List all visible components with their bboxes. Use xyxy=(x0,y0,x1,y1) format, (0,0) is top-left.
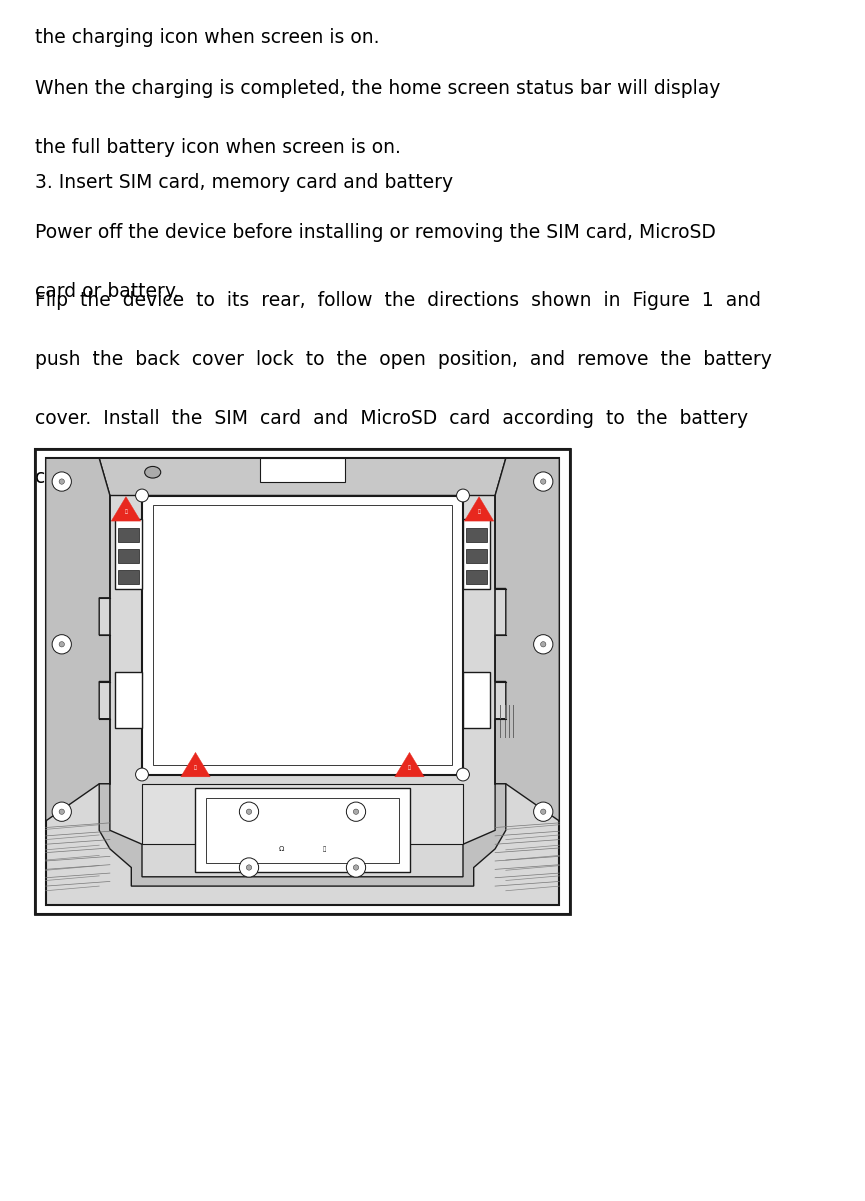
Circle shape xyxy=(59,641,64,647)
Circle shape xyxy=(52,802,72,821)
Bar xyxy=(153,504,452,765)
Circle shape xyxy=(457,769,470,781)
Circle shape xyxy=(346,802,366,821)
Text: cover.  Install  the  SIM  card  and  MicroSD  card  according  to  the  battery: cover. Install the SIM card and MicroSD … xyxy=(35,408,748,428)
Polygon shape xyxy=(463,673,490,728)
Text: card or battery.: card or battery. xyxy=(35,282,179,301)
Polygon shape xyxy=(46,459,110,821)
Polygon shape xyxy=(46,459,560,904)
Polygon shape xyxy=(181,752,210,777)
Circle shape xyxy=(353,809,359,814)
Polygon shape xyxy=(465,497,494,521)
Bar xyxy=(206,797,399,862)
Polygon shape xyxy=(115,673,142,728)
Text: ⭍: ⭍ xyxy=(323,846,325,852)
Text: 🔒: 🔒 xyxy=(194,765,197,770)
Polygon shape xyxy=(495,459,560,821)
Circle shape xyxy=(59,809,64,814)
Text: Power off the device before installing or removing the SIM card, MicroSD: Power off the device before installing o… xyxy=(35,223,716,241)
Bar xyxy=(195,788,409,872)
Circle shape xyxy=(52,634,72,653)
Text: 🔒: 🔒 xyxy=(408,765,411,770)
Polygon shape xyxy=(463,519,490,588)
Bar xyxy=(260,459,345,482)
Circle shape xyxy=(240,858,259,877)
Polygon shape xyxy=(99,784,506,886)
Circle shape xyxy=(541,479,546,484)
Circle shape xyxy=(247,809,252,814)
Polygon shape xyxy=(99,459,506,496)
Circle shape xyxy=(534,802,553,821)
Bar xyxy=(465,570,487,584)
Text: the full battery icon when screen is on.: the full battery icon when screen is on. xyxy=(35,138,400,157)
Bar xyxy=(118,528,139,542)
Bar xyxy=(142,496,463,775)
Circle shape xyxy=(247,865,252,871)
Circle shape xyxy=(534,472,553,491)
Text: 🔒: 🔒 xyxy=(477,509,480,514)
Polygon shape xyxy=(112,497,141,521)
Text: When the charging is completed, the home screen status bar will display: When the charging is completed, the home… xyxy=(35,79,721,98)
Ellipse shape xyxy=(144,466,161,478)
Bar xyxy=(118,549,139,563)
Circle shape xyxy=(59,479,64,484)
Polygon shape xyxy=(115,519,142,588)
Circle shape xyxy=(541,641,546,647)
Bar xyxy=(35,449,570,914)
Circle shape xyxy=(240,802,259,821)
Text: Flip  the  device  to  its  rear,  follow  the  directions  shown  in  Figure  1: Flip the device to its rear, follow the … xyxy=(35,291,761,310)
Text: 🔒: 🔒 xyxy=(125,509,127,514)
Circle shape xyxy=(353,865,359,871)
Circle shape xyxy=(541,809,546,814)
Circle shape xyxy=(136,769,149,781)
Polygon shape xyxy=(394,752,424,777)
Bar xyxy=(465,549,487,563)
Bar xyxy=(465,528,487,542)
Text: Ω: Ω xyxy=(279,846,284,852)
Text: compartment label instructions, as shown in Figure 2.: compartment label instructions, as shown… xyxy=(35,467,540,486)
Bar xyxy=(35,449,570,914)
Circle shape xyxy=(346,858,366,877)
Text: push  the  back  cover  lock  to  the  open  position,  and  remove  the  batter: push the back cover lock to the open pos… xyxy=(35,349,772,369)
Text: the charging icon when screen is on.: the charging icon when screen is on. xyxy=(35,28,380,47)
Text: 3. Insert SIM card, memory card and battery: 3. Insert SIM card, memory card and batt… xyxy=(35,173,453,192)
Circle shape xyxy=(534,634,553,653)
Circle shape xyxy=(136,489,149,502)
Bar xyxy=(118,570,139,584)
Circle shape xyxy=(52,472,72,491)
Polygon shape xyxy=(142,784,463,844)
Circle shape xyxy=(457,489,470,502)
